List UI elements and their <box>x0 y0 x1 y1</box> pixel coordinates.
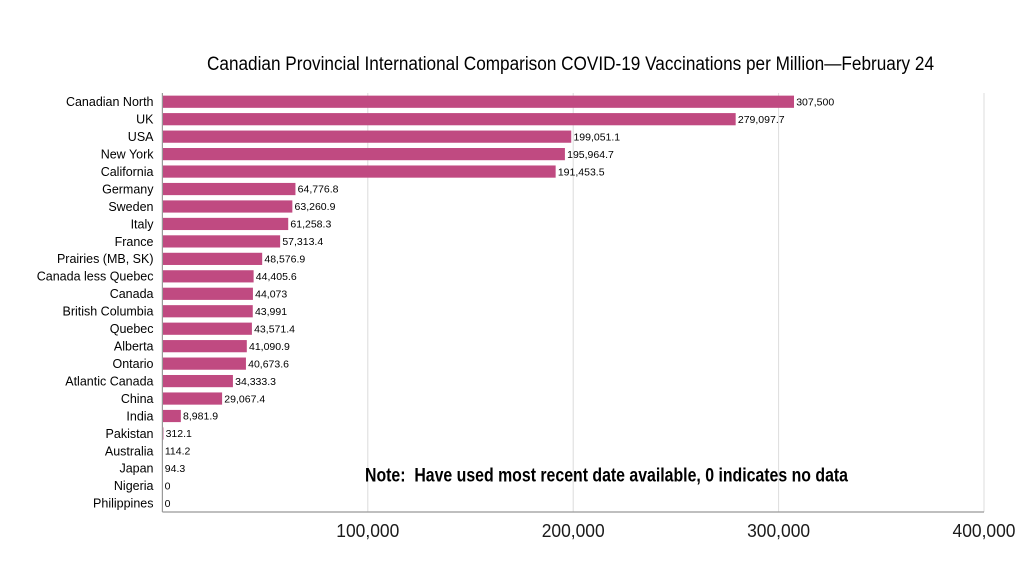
svg-text:California: California <box>101 165 154 179</box>
svg-text:Sweden: Sweden <box>108 200 153 214</box>
svg-text:China: China <box>121 392 154 406</box>
svg-text:63,260.9: 63,260.9 <box>295 201 336 213</box>
svg-text:191,453.5: 191,453.5 <box>558 166 605 178</box>
svg-text:British Columbia: British Columbia <box>62 305 153 319</box>
svg-text:199,051.1: 199,051.1 <box>573 131 620 143</box>
svg-text:41,090.9: 41,090.9 <box>249 341 290 353</box>
svg-text:44,405.6: 44,405.6 <box>256 271 297 283</box>
svg-text:Quebec: Quebec <box>110 322 154 336</box>
svg-text:195,964.7: 195,964.7 <box>567 149 614 161</box>
svg-text:279,097.7: 279,097.7 <box>738 114 785 126</box>
svg-text:61,258.3: 61,258.3 <box>290 219 331 231</box>
svg-text:43,571.4: 43,571.4 <box>254 323 295 335</box>
svg-text:312.1: 312.1 <box>166 428 192 440</box>
svg-text:64,776.8: 64,776.8 <box>298 184 339 196</box>
svg-text:USA: USA <box>128 130 154 144</box>
svg-text:Canadian North: Canadian North <box>66 95 154 109</box>
svg-text:India: India <box>126 409 153 423</box>
svg-text:114.2: 114.2 <box>165 446 191 458</box>
svg-text:Canada: Canada <box>110 287 154 301</box>
svg-text:57,313.4: 57,313.4 <box>282 236 323 248</box>
svg-text:Pakistan: Pakistan <box>106 427 154 441</box>
svg-text:Ontario: Ontario <box>113 357 154 371</box>
svg-text:307,500: 307,500 <box>796 96 834 108</box>
svg-text:40,673.6: 40,673.6 <box>248 358 289 370</box>
svg-text:94.3: 94.3 <box>165 463 186 475</box>
svg-text:France: France <box>115 235 154 249</box>
svg-text:0: 0 <box>165 498 171 510</box>
svg-text:Japan: Japan <box>119 462 153 476</box>
svg-text:Canada less Quebec: Canada less Quebec <box>37 270 154 284</box>
svg-text:44,073: 44,073 <box>255 288 287 300</box>
svg-text:Nigeria: Nigeria <box>114 479 154 493</box>
svg-text:Alberta: Alberta <box>114 340 154 354</box>
svg-text:43,991: 43,991 <box>255 306 287 318</box>
svg-text:New York: New York <box>101 147 155 161</box>
svg-text:Note: Have used most recent d: Note: Have used most recent date availab… <box>365 466 848 487</box>
svg-text:8,981.9: 8,981.9 <box>183 411 218 423</box>
svg-text:29,067.4: 29,067.4 <box>224 393 265 405</box>
svg-text:48,576.9: 48,576.9 <box>264 254 305 266</box>
svg-text:Canadian Provincial Internatio: Canadian Provincial International Compar… <box>207 54 934 75</box>
svg-text:300,000: 300,000 <box>747 520 810 541</box>
svg-text:34,333.3: 34,333.3 <box>235 376 276 388</box>
svg-text:Italy: Italy <box>131 217 155 231</box>
svg-text:Germany: Germany <box>102 182 154 196</box>
svg-text:Atlantic Canada: Atlantic Canada <box>65 374 153 388</box>
svg-text:200,000: 200,000 <box>542 520 605 541</box>
svg-text:UK: UK <box>136 113 154 127</box>
svg-text:Philippines: Philippines <box>93 497 153 511</box>
svg-text:Prairies (MB, SK): Prairies (MB, SK) <box>57 252 154 266</box>
svg-text:100,000: 100,000 <box>336 520 399 541</box>
svg-text:0: 0 <box>165 481 171 493</box>
svg-text:400,000: 400,000 <box>953 520 1016 541</box>
svg-text:Australia: Australia <box>105 444 154 458</box>
